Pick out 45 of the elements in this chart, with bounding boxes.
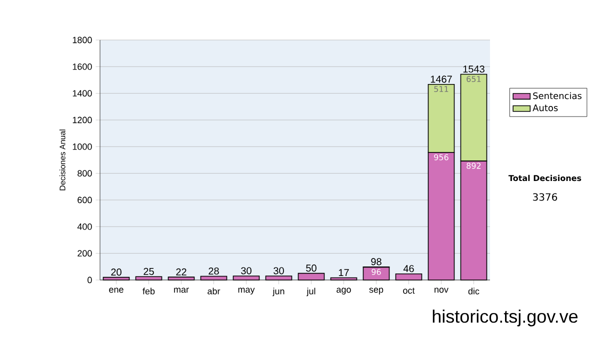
total-label: 20 [111,268,122,276]
legend-label: Sentencias [533,92,582,100]
x-tick-label: jun [272,288,284,296]
x-tick-label: oct [403,288,415,294]
y-tick-label: 0 [88,276,92,284]
data-label: 892 [466,162,481,169]
y-tick-label: 200 [78,250,92,257]
y-tick-label: 1800 [72,36,92,44]
data-label: 956 [434,154,448,160]
total-label: 28 [208,267,219,275]
x-tick-label: mar [174,288,189,293]
y-tick-label: 1400 [72,90,92,97]
total-label: 17 [338,269,349,276]
data-label: 651 [466,76,481,82]
total-label: 1467 [430,76,452,83]
total-label: 25 [144,268,154,275]
total-label: 30 [274,267,284,274]
y-axis-title: Decisiones Anual [59,130,66,190]
x-tick-label: abr [208,288,220,294]
y-tick-label: 1200 [72,116,92,124]
x-tick-label: sep [369,288,384,294]
legend-label: Autos [532,104,558,112]
total-label: 22 [176,268,186,276]
y-tick-label: 800 [78,170,92,177]
total-label: 50 [306,264,316,272]
total-label: 46 [403,265,414,272]
total-label: 1543 [463,65,484,73]
x-tick-label: ene [109,288,124,293]
y-tick-label: 600 [78,196,92,204]
x-tick-label: dic [468,288,480,294]
x-tick-label: feb [142,288,155,294]
data-label: 511 [434,86,448,92]
data-label: 96 [372,268,381,275]
total-label: 30 [241,267,252,274]
x-tick-label: may [238,288,255,294]
text: Total Decisiones [508,174,582,182]
total-label: 98 [371,258,382,266]
x-tick-label: nov [434,288,448,293]
y-tick-label: 1000 [72,143,92,150]
x-tick-label: ago [336,288,351,294]
x-tick-label: jul [306,288,316,296]
text: historico.tsj.gov.ve [432,310,578,326]
text: 3376 [533,193,558,201]
y-tick-label: 1600 [72,63,92,70]
y-tick-label: 400 [77,223,92,230]
